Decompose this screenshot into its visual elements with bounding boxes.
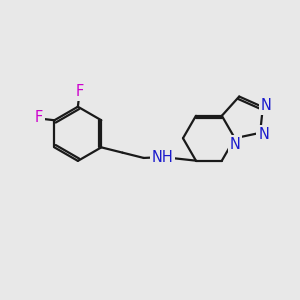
Text: N: N [230,137,240,152]
Text: N: N [258,127,269,142]
Text: N: N [260,98,271,113]
Text: F: F [76,84,84,99]
Text: F: F [35,110,43,125]
Text: NH: NH [152,150,174,165]
